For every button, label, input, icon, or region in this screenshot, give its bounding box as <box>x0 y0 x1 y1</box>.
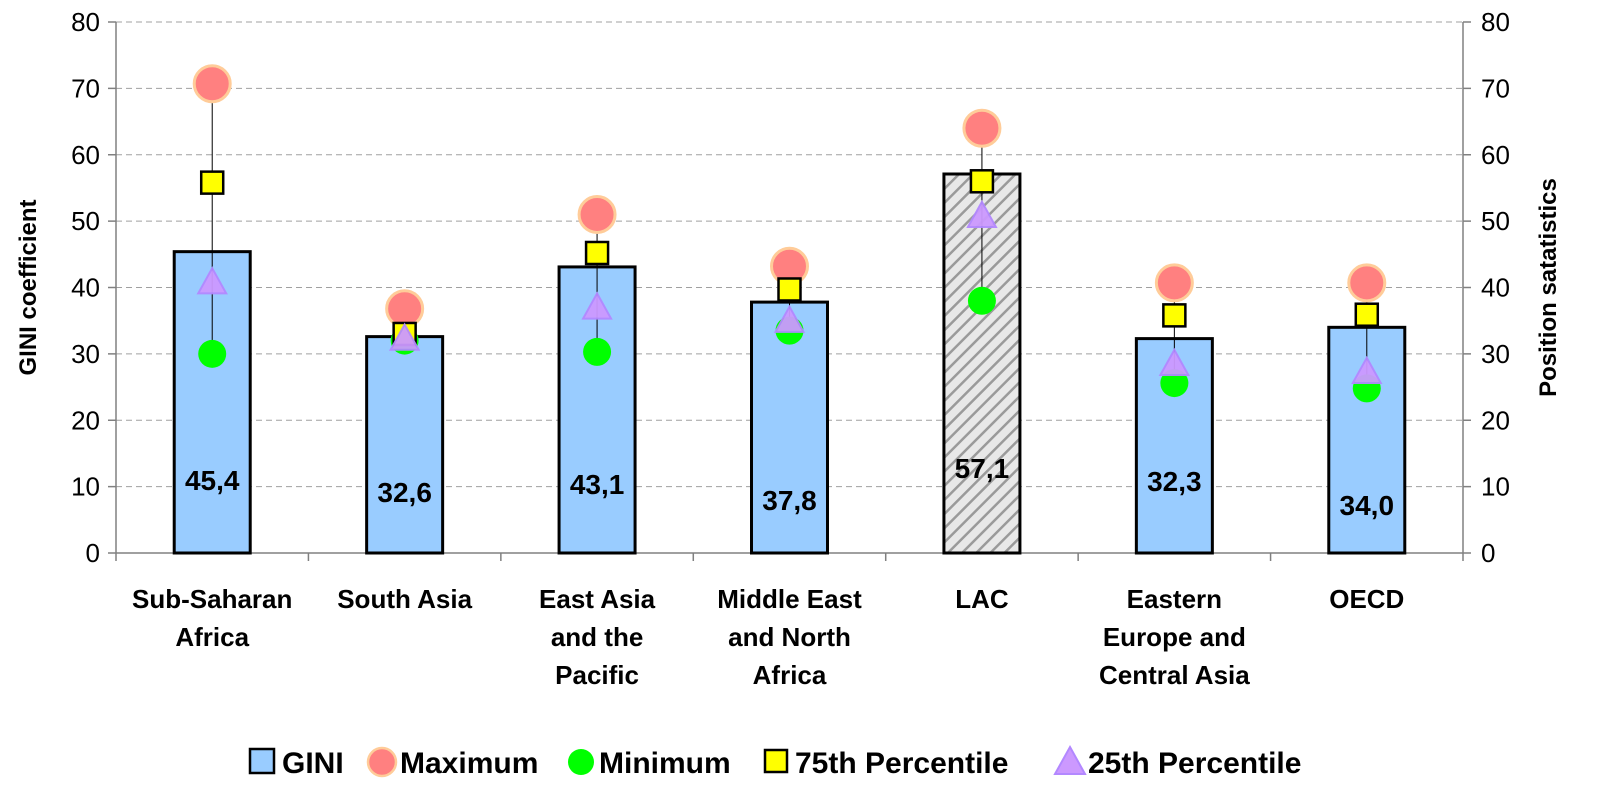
category-label: and the <box>551 622 643 652</box>
25th-percentile-marker <box>1158 347 1191 377</box>
gini-bar <box>365 335 445 555</box>
y2-tick-label: 50 <box>1481 206 1510 236</box>
bars <box>172 172 1407 555</box>
labels: 45,4 32,6 43,1 37,8 57,1 32,3 34,0 <box>185 453 1394 521</box>
category-label: Africa <box>175 622 249 652</box>
minimum-marker <box>967 286 996 315</box>
minimum-marker <box>198 339 227 368</box>
y2-tick-label: 80 <box>1481 7 1510 37</box>
bar-value-label: 43,1 <box>570 469 625 500</box>
y-tick-label: 60 <box>71 140 100 170</box>
legend: GINI Maximum Minimum 75th Percentile 25th Pe… <box>248 744 1301 780</box>
25th-percentile-marker <box>196 266 228 295</box>
25th-percentile-marker <box>966 199 998 229</box>
y-tick-label: 30 <box>71 339 100 369</box>
category-label: Middle East <box>717 584 862 614</box>
75th-percentile-marker <box>584 240 610 266</box>
category-label: South Asia <box>337 584 472 614</box>
legend-label: Maximum <box>400 747 538 780</box>
75th-percentile-marker <box>199 170 225 195</box>
category-label: Eastern <box>1127 584 1222 614</box>
25th-percentile-marker <box>388 322 421 351</box>
y2-tick-label: 60 <box>1481 140 1510 170</box>
maximum-marker <box>1154 263 1194 303</box>
75th-percentile-marker <box>777 277 802 302</box>
y2-tick-label: 0 <box>1481 538 1495 568</box>
bar-value-label: 57,1 <box>955 453 1010 484</box>
maximum-marker <box>385 289 425 329</box>
bar-value-label: 32,6 <box>377 477 432 508</box>
category-label: Pacific <box>555 660 639 690</box>
75th-percentile-marker <box>1162 303 1187 328</box>
gini-bar <box>1134 337 1214 555</box>
gini-bar <box>1327 325 1407 555</box>
y-tick-label: 0 <box>86 538 100 568</box>
y2-tick-label: 70 <box>1481 73 1510 103</box>
y2-tick-label: 10 <box>1481 472 1510 502</box>
legend-swatch-maximum <box>366 746 398 778</box>
25th-percentile-marker <box>773 304 806 333</box>
75th-percentile-marker <box>969 169 995 194</box>
y-tick-label: 10 <box>71 472 100 502</box>
75th-percentile-marker <box>1354 302 1380 327</box>
minimum-marker <box>583 337 612 366</box>
minimum-marker <box>1160 369 1189 398</box>
category-label: LAC <box>955 584 1009 614</box>
y2-tick-label: 30 <box>1481 339 1510 369</box>
legend-swatch-gini <box>248 747 276 775</box>
category-label: Africa <box>753 660 827 690</box>
bar-value-label: 34,0 <box>1340 490 1395 521</box>
y-tick-label: 80 <box>71 7 100 37</box>
legend-swatch-75th <box>763 748 789 774</box>
category-label: OECD <box>1329 584 1404 614</box>
25th-percentile-marker <box>581 291 613 320</box>
maximum-marker <box>1347 263 1387 303</box>
maximum-marker <box>192 64 232 104</box>
markers <box>192 64 1387 403</box>
bar-value-label: 45,4 <box>185 465 240 496</box>
y2-tick-label: 40 <box>1481 273 1510 303</box>
legend-swatch-minimum <box>568 749 594 775</box>
legend-label: GINI <box>282 747 344 780</box>
maximum-marker <box>577 194 617 234</box>
y2-tick-label: 20 <box>1481 405 1510 435</box>
legend-label: 75th Percentile <box>795 747 1008 780</box>
maximum-marker <box>962 108 1002 148</box>
legend-label: 25th Percentile <box>1088 747 1301 780</box>
25th-percentile-marker <box>1351 355 1383 384</box>
y2-axis-title: Position satatistics <box>1535 178 1562 397</box>
category-label: Sub-Saharan <box>132 584 292 614</box>
bar-value-label: 37,8 <box>762 485 817 516</box>
category-label: Europe and <box>1103 622 1246 652</box>
legend-swatch-25th <box>1053 744 1087 775</box>
bar-value-label: 32,3 <box>1147 466 1202 497</box>
y-axis-title: GINI coefficient <box>15 199 42 375</box>
legend-label: Minimum <box>599 747 731 780</box>
y-tick-label: 70 <box>71 73 100 103</box>
y-tick-label: 50 <box>71 206 100 236</box>
y-tick-label: 40 <box>71 273 100 303</box>
category-label: and North <box>728 622 851 652</box>
category-label: East Asia <box>539 584 656 614</box>
y-tick-label: 20 <box>71 405 100 435</box>
category-label: Central Asia <box>1099 660 1250 690</box>
axes: 0 0 10 10 20 20 30 30 40 40 50 50 60 60 70 70 80 80 GINI c… <box>15 7 1562 690</box>
